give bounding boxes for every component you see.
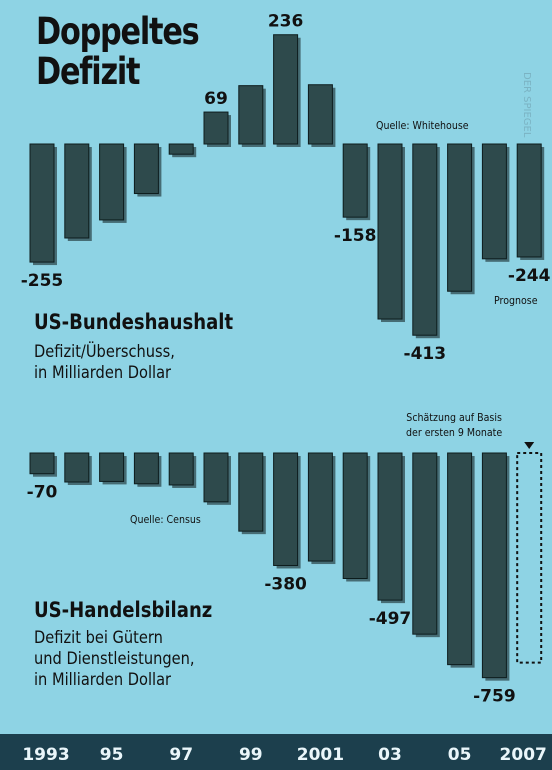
x-tick-label: 03 [378, 745, 402, 765]
x-tick-label: 1993 [22, 745, 69, 765]
budget-bar [29, 143, 55, 263]
trade-bar [481, 452, 507, 679]
budget-source: Quelle: Whitehouse [376, 119, 469, 132]
budget-bar [64, 143, 90, 239]
budget-data-label: 69 [204, 89, 228, 109]
budget-bar [99, 143, 125, 221]
x-tick-label: 05 [448, 745, 472, 765]
budget-subtitle: Defizit/Überschuss, in Milliarden Dollar [34, 342, 175, 383]
x-tick-label: 2001 [297, 745, 344, 765]
budget-bar [133, 143, 159, 195]
budget-data-label: -413 [404, 344, 447, 364]
trade-bar [342, 452, 368, 580]
trade-data-label: -497 [369, 609, 412, 629]
budget-data-label: -158 [334, 226, 377, 246]
x-tick-label: 99 [239, 745, 263, 765]
x-tick-label: 97 [169, 745, 193, 765]
trade-bar [412, 452, 438, 635]
budget-bar [342, 143, 368, 218]
budget-bar [377, 143, 403, 320]
budget-bar [307, 84, 333, 145]
trade-bar [377, 452, 403, 601]
trade-subtitle: Defizit bei Gütern und Dienstleistungen,… [34, 628, 195, 690]
budget-bar [238, 85, 264, 145]
budget-bar [273, 34, 299, 145]
estimate-arrow-icon [524, 442, 535, 449]
chart-title: Doppeltes Defizit [36, 10, 200, 93]
budget-title: US-Bundeshaushalt [34, 310, 234, 334]
trade-source: Quelle: Census [130, 513, 201, 526]
budget-bar [412, 143, 438, 336]
trade-estimate-note: Schätzung auf Basis der ersten 9 Monate [406, 411, 503, 439]
trade-bar [29, 452, 55, 475]
trade-bar [133, 452, 159, 485]
budget-bar [447, 143, 473, 292]
budget-bar [203, 111, 229, 145]
budget-data-label: -255 [21, 271, 64, 291]
budget-bar [516, 143, 542, 258]
x-tick-label: 95 [100, 745, 124, 765]
trade-bar [99, 452, 125, 482]
trade-bar [64, 452, 90, 483]
trade-bar [238, 452, 264, 532]
budget-bar [481, 143, 507, 260]
x-axis-band [0, 734, 552, 770]
budget-bar [168, 143, 194, 155]
trade-estimate-bar [516, 452, 543, 664]
x-tick-label: 2007 [500, 745, 547, 765]
budget-data-label: 236 [268, 12, 304, 32]
trade-bar [273, 452, 299, 566]
trade-bar [203, 452, 229, 503]
trade-title: US-Handelsbilanz [34, 598, 213, 622]
trade-bar [447, 452, 473, 666]
trade-bar [168, 452, 194, 486]
trade-bar [307, 452, 333, 562]
trade-data-label: -380 [264, 574, 307, 594]
budget-data-label: -244 [508, 266, 551, 286]
credit-label: DER SPIEGEL [521, 72, 532, 138]
trade-data-label: -759 [473, 687, 516, 707]
trade-data-label: -70 [27, 483, 58, 503]
budget-forecast-note: Prognose [494, 294, 538, 307]
